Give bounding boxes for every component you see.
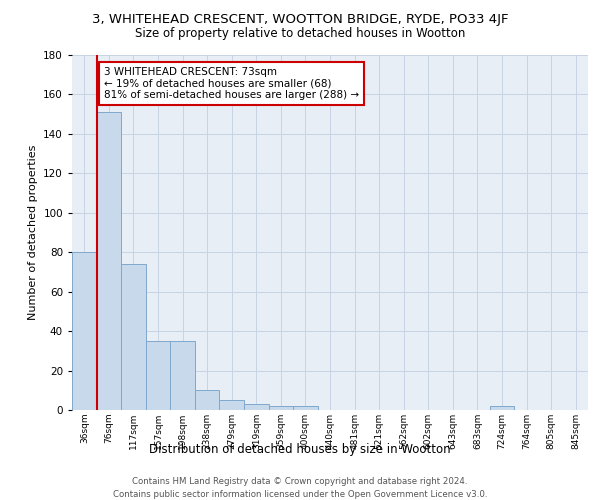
- Bar: [72, 252, 97, 410]
- Bar: [195, 390, 220, 410]
- Text: 3 WHITEHEAD CRESCENT: 73sqm
← 19% of detached houses are smaller (68)
81% of sem: 3 WHITEHEAD CRESCENT: 73sqm ← 19% of det…: [104, 67, 359, 100]
- Bar: [97, 112, 121, 410]
- Bar: [170, 341, 195, 410]
- Bar: [244, 404, 269, 410]
- Bar: [121, 264, 146, 410]
- Y-axis label: Number of detached properties: Number of detached properties: [28, 145, 38, 320]
- Bar: [293, 406, 318, 410]
- Text: Distribution of detached houses by size in Wootton: Distribution of detached houses by size …: [149, 442, 451, 456]
- Bar: [220, 400, 244, 410]
- Bar: [490, 406, 514, 410]
- Bar: [269, 406, 293, 410]
- Text: Contains HM Land Registry data © Crown copyright and database right 2024.
Contai: Contains HM Land Registry data © Crown c…: [113, 478, 487, 499]
- Text: 3, WHITEHEAD CRESCENT, WOOTTON BRIDGE, RYDE, PO33 4JF: 3, WHITEHEAD CRESCENT, WOOTTON BRIDGE, R…: [92, 12, 508, 26]
- Text: Size of property relative to detached houses in Wootton: Size of property relative to detached ho…: [135, 28, 465, 40]
- Bar: [146, 341, 170, 410]
